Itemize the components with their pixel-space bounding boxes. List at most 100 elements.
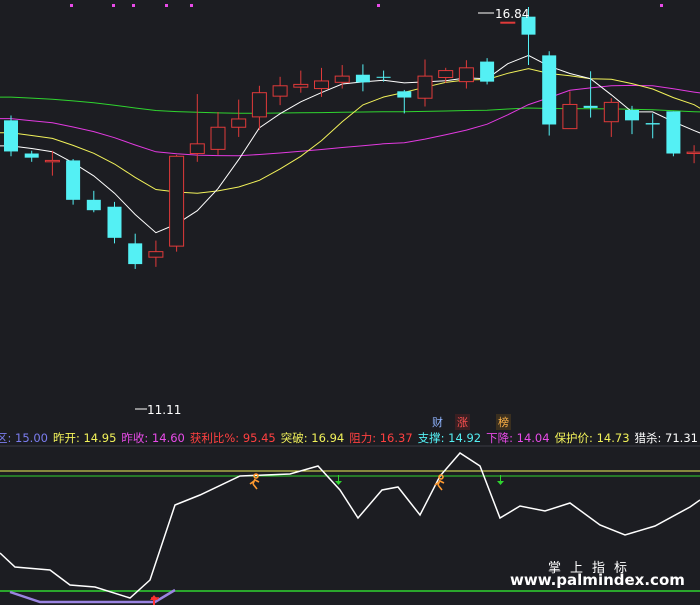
- candlestick: [189, 94, 205, 162]
- tag-rank[interactable]: 榜: [496, 414, 511, 430]
- high-price-label: 16.84: [495, 7, 529, 21]
- indicator-item: 保护价: 14.73: [555, 431, 630, 445]
- candlestick: [44, 150, 60, 176]
- candlestick: [4, 115, 18, 157]
- indicator-item: 昨开: 14.95: [53, 431, 116, 445]
- candlestick: [417, 59, 433, 107]
- indicator-item: 支撑: 14.92: [418, 431, 481, 445]
- indicator-label: 猎杀:: [634, 431, 662, 445]
- moving-average-lines: [0, 54, 700, 234]
- indicator-item: 昨收: 14.60: [121, 431, 184, 445]
- candlestick: [231, 99, 247, 137]
- candlestick: [542, 51, 557, 136]
- candle-body: [293, 83, 309, 88]
- indicator-label: 突破:: [280, 431, 308, 445]
- top-marker-dot: [112, 4, 115, 7]
- candle-body: [169, 155, 185, 247]
- candle-body: [645, 123, 660, 125]
- tag-rise[interactable]: 涨: [455, 414, 470, 430]
- oscillator-line: [0, 452, 700, 599]
- tag-finance[interactable]: 财: [432, 416, 443, 429]
- candlestick: [169, 154, 185, 252]
- candle-body: [24, 153, 39, 158]
- candle-body: [231, 118, 247, 128]
- indicator-item: 获利比%: 95.45: [190, 431, 276, 445]
- candlestick: [458, 60, 474, 89]
- indicator-label: 下降:: [486, 431, 513, 445]
- buy-arrow-icon: [150, 595, 158, 605]
- top-markers: [70, 4, 663, 7]
- candle-body: [480, 61, 495, 82]
- indicator-item: 突破: 16.94: [281, 431, 344, 445]
- candlestick: [666, 111, 681, 157]
- top-marker-dot: [132, 4, 135, 7]
- indicator-value: 14.73: [592, 431, 630, 445]
- candle-body: [128, 243, 143, 265]
- runner-icon-2: [434, 474, 445, 491]
- price-annotations: 16.84 11.11: [135, 7, 529, 417]
- top-marker-dot: [165, 4, 168, 7]
- ma60-line: [0, 96, 700, 114]
- candle-body: [562, 103, 578, 130]
- candlestick: [686, 145, 700, 164]
- indicator-value: 16.37: [376, 431, 413, 445]
- runner-icon-1: [249, 473, 260, 490]
- candlestick: [397, 89, 412, 114]
- indicator-value: 14.95: [79, 431, 117, 445]
- candlestick: [293, 70, 309, 93]
- candle-body: [4, 120, 18, 152]
- candle-body: [397, 91, 412, 98]
- candlestick: [334, 65, 350, 89]
- top-marker-dot: [190, 4, 193, 7]
- candlestick: [625, 105, 639, 135]
- ma5-line: [0, 54, 700, 234]
- candle-body: [272, 85, 288, 97]
- indicator-item: 猎杀: 71.31: [635, 431, 698, 445]
- ma10-line: [0, 68, 700, 194]
- indicator-value: 15.00: [11, 431, 48, 445]
- candle-body: [603, 101, 619, 123]
- sell-arrow-icon-1: [335, 475, 342, 485]
- indicator-value-bar: 区: 15.00 昨开: 14.95 昨收: 14.60 获利比%: 95.45 突破:…: [0, 430, 700, 446]
- candlestick: [210, 112, 226, 155]
- candle-body: [583, 105, 598, 108]
- indicator-label: 昨收:: [121, 431, 149, 445]
- candle-body: [500, 21, 516, 24]
- candlestick: [645, 113, 660, 139]
- low-price-label: 11.11: [147, 403, 181, 417]
- indicator-label: 支撑:: [417, 431, 445, 445]
- top-marker-dot: [377, 4, 380, 7]
- candle-body: [210, 126, 226, 150]
- indicator-value: 95.45: [239, 431, 276, 445]
- watermark-url: www.palmindex.com: [510, 571, 685, 589]
- candle-body: [189, 143, 205, 155]
- candlestick: [603, 98, 619, 137]
- indicator-value: 14.92: [444, 431, 482, 445]
- candle-body: [625, 109, 639, 121]
- candle-body: [438, 70, 454, 78]
- candle-body: [458, 67, 474, 83]
- indicator-value: 16.94: [307, 431, 345, 445]
- candlestick: [480, 58, 495, 85]
- candlestick: [583, 71, 598, 118]
- candlestick: [500, 21, 516, 24]
- candle-body: [666, 111, 681, 154]
- candlestick: [562, 91, 578, 130]
- candlesticks: [4, 7, 700, 269]
- candle-body: [107, 206, 122, 238]
- candle-body: [148, 251, 164, 258]
- candle-body: [355, 74, 370, 83]
- candle-body: [334, 75, 350, 83]
- indicator-item: 区: 15.00: [0, 431, 48, 445]
- candlestick: [148, 240, 164, 267]
- candle-body: [251, 92, 267, 118]
- candle-body: [521, 16, 536, 35]
- candlestick: [86, 190, 101, 213]
- candle-body: [44, 159, 60, 163]
- sub-indicator-panel: [0, 445, 700, 605]
- indicator-label: 区:: [0, 431, 12, 445]
- candlestick: [355, 64, 370, 92]
- candlestick: [128, 233, 143, 269]
- candle-body: [376, 76, 391, 78]
